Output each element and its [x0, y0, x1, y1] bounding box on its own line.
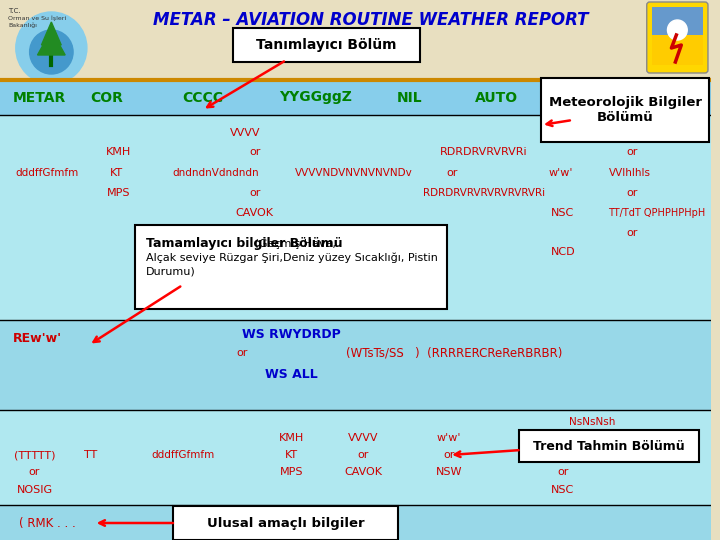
Text: NSC: NSC: [552, 208, 575, 218]
Text: T.C.: T.C.: [8, 8, 21, 14]
Text: dndndnVdndndn: dndndnVdndndn: [172, 168, 258, 178]
Text: NSC: NSC: [552, 485, 575, 495]
FancyBboxPatch shape: [0, 410, 711, 505]
Text: RDRDRVRVRVRi: RDRDRVRVRVRi: [440, 147, 528, 157]
Text: Alçak seviye Rüzgar Şiri,Deniz yüzey Sıcaklığı, Pistin: Alçak seviye Rüzgar Şiri,Deniz yüzey Sıc…: [146, 253, 438, 263]
Polygon shape: [37, 30, 66, 55]
Text: NSW: NSW: [436, 467, 462, 477]
Text: ( RMK . . .: ( RMK . . .: [19, 516, 76, 530]
FancyBboxPatch shape: [0, 115, 711, 320]
Text: Durumu): Durumu): [146, 267, 196, 277]
FancyBboxPatch shape: [0, 320, 711, 410]
Text: Ulusal amaçlı bilgiler: Ulusal amaçlı bilgiler: [207, 516, 364, 530]
Text: w'w': w'w': [437, 433, 462, 443]
Polygon shape: [42, 22, 61, 45]
Text: or: or: [557, 467, 569, 477]
Text: YYGGggZ: YYGGggZ: [279, 91, 352, 105]
Text: VVlhlhls: VVlhlhls: [609, 168, 651, 178]
Text: dddffGfmfm: dddffGfmfm: [16, 168, 79, 178]
FancyBboxPatch shape: [0, 505, 711, 540]
Text: AUTO: AUTO: [475, 91, 518, 105]
Text: MPS: MPS: [279, 467, 303, 477]
Text: VVVV: VVVV: [348, 433, 379, 443]
FancyBboxPatch shape: [233, 28, 420, 62]
Text: Bakanlığı: Bakanlığı: [8, 22, 37, 28]
Text: WS RWYDRDР: WS RWYDRDР: [242, 328, 341, 341]
Text: or: or: [249, 147, 261, 157]
Text: MPS: MPS: [107, 188, 130, 198]
Text: WS ALL: WS ALL: [265, 368, 318, 381]
Text: NCD: NCD: [551, 247, 575, 257]
FancyBboxPatch shape: [652, 35, 703, 65]
Text: CCCC: CCCC: [182, 91, 223, 105]
FancyBboxPatch shape: [135, 225, 447, 309]
Text: Orman ve Su İşleri: Orman ve Su İşleri: [8, 15, 66, 21]
Text: TT: TT: [84, 450, 97, 460]
Text: CAVOK: CAVOK: [344, 467, 382, 477]
Text: Tanımlayıcı Bölüm: Tanımlayıcı Bölüm: [256, 38, 396, 52]
Text: KT: KT: [110, 168, 123, 178]
Text: dddffGfmfm: dddffGfmfm: [151, 450, 215, 460]
FancyBboxPatch shape: [647, 2, 708, 73]
Text: or: or: [626, 228, 638, 238]
Circle shape: [30, 30, 73, 74]
Text: Tamamlayıcı bilgiler Bölümü: Tamamlayıcı bilgiler Bölümü: [146, 238, 343, 251]
FancyBboxPatch shape: [541, 78, 709, 142]
Text: KMH: KMH: [106, 147, 131, 157]
FancyBboxPatch shape: [519, 430, 699, 462]
Text: TT/TdT QPHPHPHpH: TT/TdT QPHPHPHpH: [608, 208, 706, 218]
Text: or: or: [444, 450, 455, 460]
Text: NsNsNshshshs: NsNsNshshshs: [554, 128, 631, 138]
Text: w'w': w'w': [549, 168, 573, 178]
Circle shape: [16, 12, 87, 84]
Text: KMH: KMH: [279, 433, 304, 443]
Text: NsNsNsh: NsNsNsh: [570, 417, 616, 427]
Text: (TTTTT): (TTTTT): [14, 450, 55, 460]
Text: or: or: [29, 467, 40, 477]
Text: RDRDRVRVRVRVRVRVRi: RDRDRVRVRVRVRVRVRi: [423, 188, 545, 198]
Text: VVVV: VVVV: [230, 128, 260, 138]
Text: VVlhlhlS: VVlhlhlS: [611, 433, 654, 443]
Text: NIL: NIL: [397, 91, 423, 105]
Text: Trend Tahmin Bölümü: Trend Tahmin Bölümü: [534, 440, 685, 453]
Text: or: or: [358, 450, 369, 460]
Circle shape: [667, 20, 687, 40]
Text: VVVVNDVNVNVNVNDv: VVVVNDVNVNVNVNDv: [294, 168, 413, 178]
FancyBboxPatch shape: [0, 80, 711, 115]
Text: METAR: METAR: [13, 91, 66, 105]
Text: or: or: [236, 348, 248, 358]
Text: COR: COR: [90, 91, 123, 105]
Text: or: or: [446, 168, 458, 178]
Text: NOSIG: NOSIG: [17, 485, 53, 495]
Text: or: or: [626, 147, 638, 157]
FancyBboxPatch shape: [652, 7, 703, 35]
Text: METAR – AVIATION ROUTINE WEATHER REPORT: METAR – AVIATION ROUTINE WEATHER REPORT: [153, 11, 588, 29]
Text: REw'w': REw'w': [13, 332, 62, 345]
Text: or: or: [249, 188, 261, 198]
Text: (Geçmiş Hava,: (Geçmiş Hava,: [146, 239, 336, 249]
Text: (WTsTs/SS   )  (RRRRERCReReRBRBR): (WTsTs/SS ) (RRRRERCReReRBRBR): [346, 347, 562, 360]
FancyBboxPatch shape: [173, 506, 398, 540]
Text: CAVOK: CAVOK: [235, 208, 274, 218]
Text: Meteorolojik Bilgiler
Bölümü: Meteorolojik Bilgiler Bölümü: [549, 96, 701, 124]
Text: or: or: [626, 188, 638, 198]
Text: KT: KT: [284, 450, 298, 460]
